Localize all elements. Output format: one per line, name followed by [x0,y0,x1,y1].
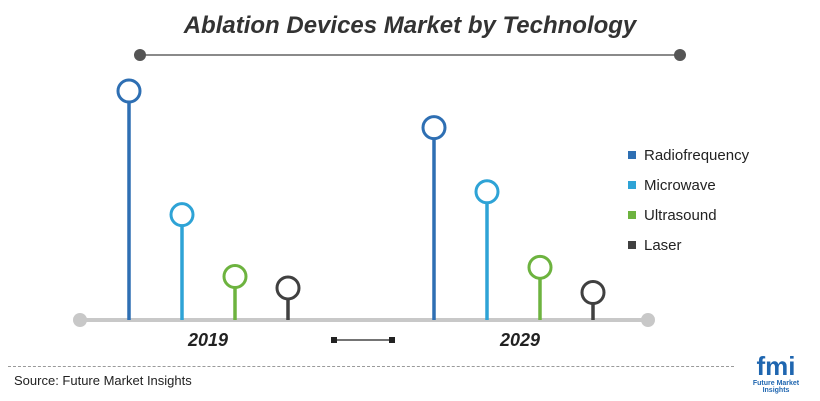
legend-swatch-radiofrequency [628,151,636,159]
category-label-2029: 2029 [499,330,540,350]
category-label-2019: 2019 [187,330,228,350]
legend-item-laser: Laser [628,230,749,260]
legend-label-ultrasound: Ultrasound [644,206,717,224]
legend-item-ultrasound: Ultrasound [628,200,749,230]
point-laser-2029 [580,280,606,306]
legend-item-microwave: Microwave [628,170,749,200]
fmi-logo-tagline: Future Market Insights [752,380,800,394]
legend-swatch-laser [628,241,636,249]
chart-title: Ablation Devices Market by Technology [183,12,637,39]
fmi-logo: fmi Future Market Insights [740,350,812,396]
legend-label-laser: Laser [644,236,682,254]
point-laser-2019 [275,275,301,301]
group-separator-left-end [331,337,337,343]
footer-divider [8,366,734,367]
group-separator-right-end [389,337,395,343]
legend: Radiofrequency Microwave Ultrasound Lase… [628,140,749,260]
legend-label-radiofrequency: Radiofrequency [644,146,750,164]
legend-item-radiofrequency: Radiofrequency [628,140,749,170]
fmi-logo-text: fmi [756,351,796,381]
legend-swatch-ultrasound [628,211,636,219]
fmi-logo-mark: fmi [740,350,812,380]
baseline-right-cap [641,313,655,327]
point-ultrasound-2029 [527,254,553,280]
baseline-left-cap [73,313,87,327]
point-ultrasound-2019 [222,263,248,289]
title-underline-left-dot [134,49,146,61]
point-radiofrequency-2019 [116,78,142,104]
title-underline-right-dot [674,49,686,61]
legend-swatch-microwave [628,181,636,189]
point-radiofrequency-2029 [421,115,447,141]
legend-label-microwave: Microwave [644,176,716,194]
point-microwave-2019 [169,202,195,228]
point-microwave-2029 [474,179,500,205]
source-note: Source: Future Market Insights [14,373,192,388]
